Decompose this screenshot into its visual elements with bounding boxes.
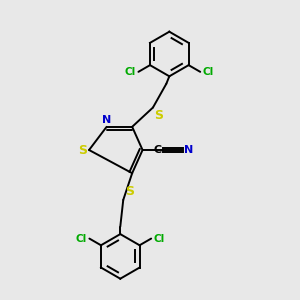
Text: S: S [79, 143, 88, 157]
Text: C: C [154, 145, 162, 155]
Text: Cl: Cl [202, 67, 214, 77]
Text: Cl: Cl [125, 67, 136, 77]
Text: S: S [154, 109, 164, 122]
Text: N: N [184, 145, 194, 155]
Text: S: S [125, 185, 134, 198]
Text: Cl: Cl [76, 234, 87, 244]
Text: N: N [102, 115, 111, 125]
Text: Cl: Cl [154, 234, 165, 244]
